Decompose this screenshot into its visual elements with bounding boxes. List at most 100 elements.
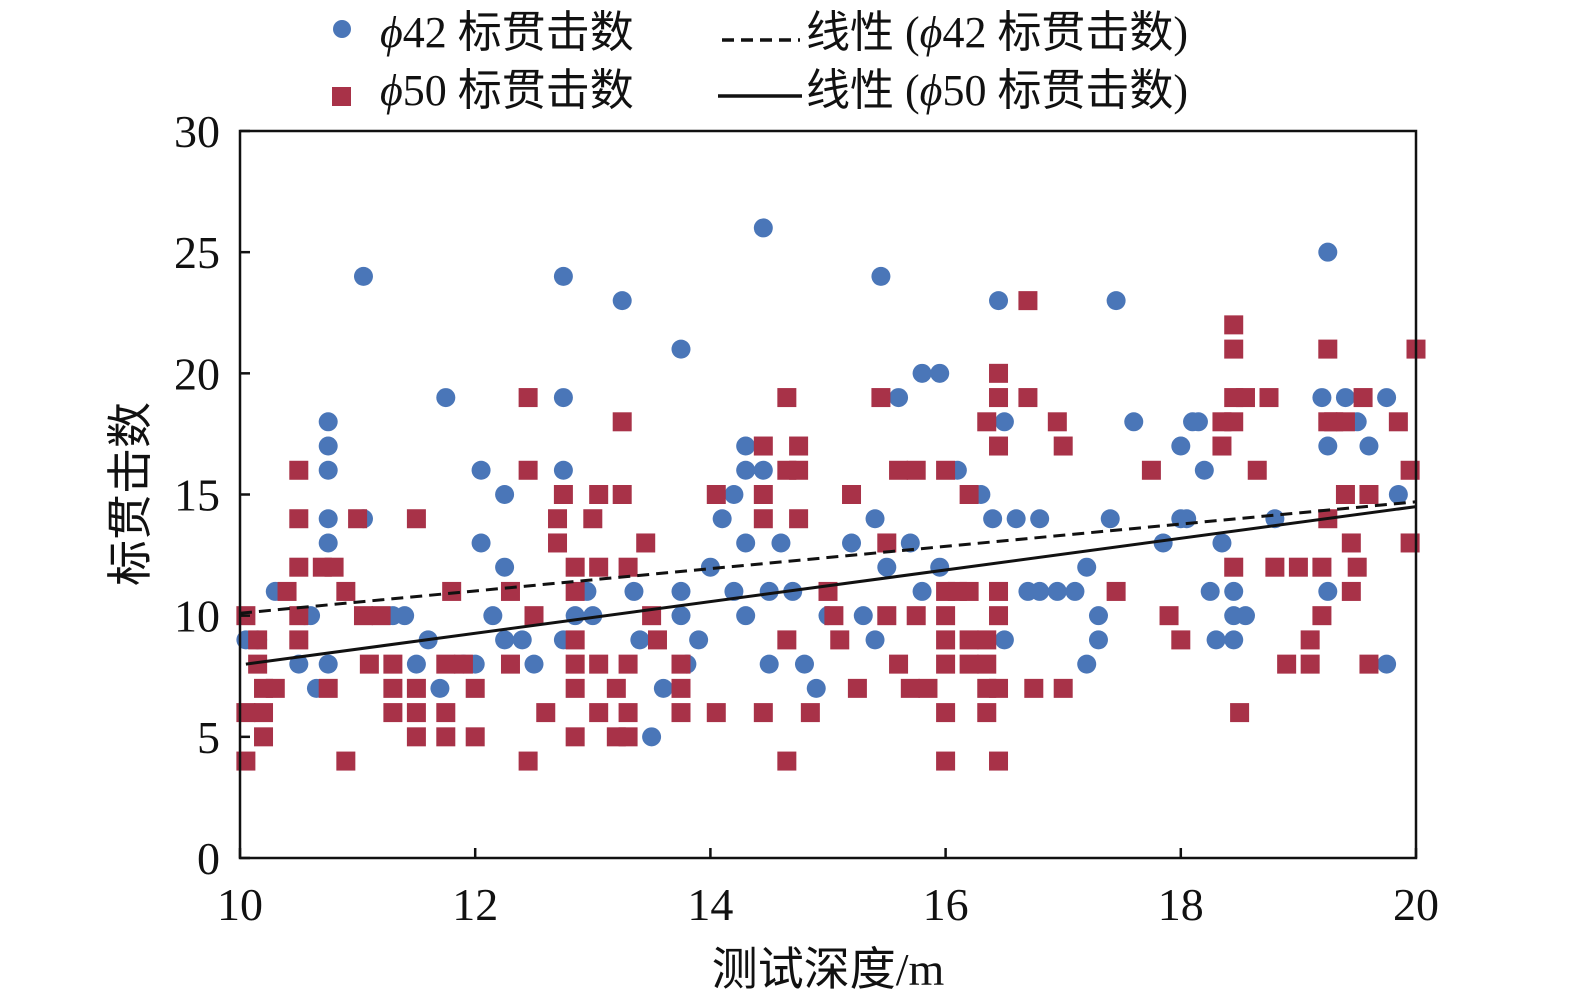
data-point-phi50 [518,388,538,408]
data-point-phi50 [1047,412,1067,432]
data-point-phi42 [318,412,338,432]
data-point-phi50 [824,606,844,626]
data-point-phi42 [1312,388,1332,408]
data-point-phi42 [1124,412,1144,432]
data-point-phi42 [612,291,632,311]
data-point-phi42 [1235,606,1255,626]
data-point-phi50 [1388,412,1408,432]
data-point-phi50 [248,654,268,674]
data-point-phi42 [1077,557,1097,577]
data-point-phi50 [1318,339,1338,359]
data-point-phi42 [794,654,814,674]
x-tick-label: 18 [1158,879,1204,930]
data-point-phi42 [1194,460,1214,480]
data-point-phi50 [612,485,632,504]
data-point-phi50 [959,630,979,650]
data-point-phi50 [1353,388,1373,408]
data-point-phi42 [653,678,673,698]
data-point-phi42 [671,581,691,601]
data-point-phi50 [553,485,573,504]
data-point-phi50 [989,388,1009,408]
y-axis-label: 标贯击数 [105,402,156,586]
data-point-phi50 [406,703,426,723]
data-point-phi42 [724,581,744,601]
data-point-phi50 [618,654,638,674]
y-tick-label: 15 [174,470,220,521]
data-point-phi42 [930,557,950,577]
data-point-phi42 [865,630,885,650]
data-point-phi50 [989,678,1009,698]
data-point-phi50 [1259,388,1279,408]
legend-item-phi50-trend: 线性 (ϕ50 标贯击数) [718,66,1188,115]
data-point-phi42 [1359,436,1379,456]
data-point-phi50 [1024,678,1044,698]
data-point-phi42 [1206,630,1226,650]
data-point-phi42 [871,266,891,286]
data-point-phi50 [465,727,485,747]
data-point-phi50 [453,654,473,674]
data-point-phi50 [1300,654,1320,674]
data-point-phi50 [618,557,638,577]
y-tick-label: 10 [174,591,220,642]
x-tick-label: 16 [923,879,969,930]
data-point-phi42 [806,678,826,698]
data-point-phi50 [936,630,956,650]
data-point-phi42 [1224,630,1244,650]
data-point-phi50 [1335,485,1355,504]
data-point-phi50 [706,485,726,504]
data-point-phi50 [1141,460,1161,480]
data-point-phi50 [647,630,667,650]
data-point-phi50 [277,581,297,601]
data-point-phi50 [359,654,379,674]
data-point-phi50 [777,751,797,771]
data-point-phi50 [589,557,609,577]
data-point-phi50 [918,678,938,698]
data-point-phi50 [336,581,356,601]
y-tick-label: 5 [197,712,220,763]
data-point-phi50 [583,509,603,529]
legend: ϕ42 标贯击数 线性 (ϕ42 标贯击数) ϕ50 标贯击数 线性 (ϕ50 … [332,8,1188,115]
data-point-phi42 [877,557,897,577]
legend-marker-square [332,87,351,106]
data-point-phi50 [936,606,956,626]
data-point-phi42 [483,606,503,626]
trendlines [239,500,1417,666]
data-point-phi50 [518,751,538,771]
data-point-phi42 [1030,509,1050,529]
data-point-phi50 [977,630,997,650]
data-point-phi42 [553,388,573,408]
data-point-phi42 [318,436,338,456]
data-point-phi50 [536,703,556,723]
data-point-phi42 [512,630,532,650]
data-point-phi50 [789,436,809,456]
data-point-phi50 [371,606,391,626]
data-point-phi50 [889,654,909,674]
data-point-phi42 [1388,485,1408,504]
legend-label-phi42-trend: 线性 (ϕ42 标贯击数) [806,8,1188,57]
data-point-phi42 [930,363,950,383]
data-point-phi42 [318,533,338,553]
data-point-phi42 [565,606,585,626]
data-point-phi50 [989,363,1009,383]
data-point-phi50 [618,727,638,747]
data-point-phi50 [406,509,426,529]
data-point-phi42 [700,557,720,577]
data-point-phi50 [842,485,862,504]
data-point-phi42 [759,654,779,674]
x-tick-label: 14 [687,879,733,930]
data-point-phi42 [289,654,309,674]
data-point-phi50 [565,581,585,601]
data-point-phi50 [1018,291,1038,311]
data-point-phi50 [348,509,368,529]
data-point-phi50 [500,581,520,601]
data-point-phi50 [989,581,1009,601]
data-point-phi50 [800,703,820,723]
y-tick-label: 0 [197,833,220,884]
data-point-phi50 [406,727,426,747]
data-point-phi42 [983,509,1003,529]
x-tick-label: 20 [1393,879,1439,930]
data-point-phi42 [395,606,415,626]
data-point-phi50 [1312,606,1332,626]
data-point-phi42 [1377,388,1397,408]
